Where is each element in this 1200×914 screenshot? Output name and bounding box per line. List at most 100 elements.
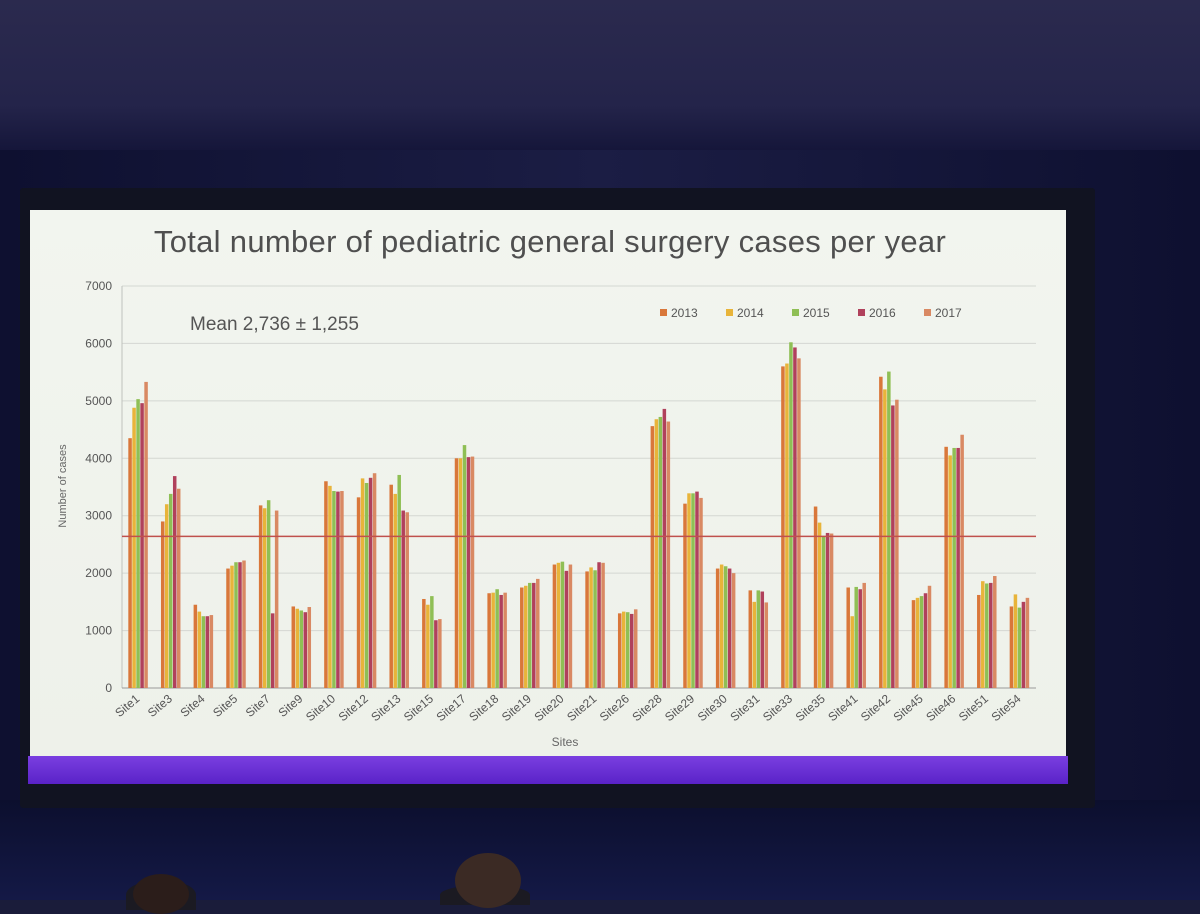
bar-site29-2017 (699, 497, 703, 688)
bar-site5-2013 (226, 568, 230, 688)
bar-site29-2015 (691, 493, 695, 688)
bar-site54-2016 (1021, 601, 1026, 688)
bar-site45-2016 (923, 593, 928, 688)
bar-site21-2016 (597, 562, 601, 688)
chart-title: Total number of pediatric general surger… (153, 224, 947, 259)
x-tick-label: Site33 (760, 691, 795, 724)
bar-site12-2014 (360, 478, 365, 688)
x-tick-label: Site3 (145, 691, 175, 720)
bar-site51-2013 (977, 594, 981, 688)
y-tick-label: 1000 (85, 624, 112, 638)
x-axis-title: Sites (552, 735, 579, 749)
bar-site9-2017 (307, 607, 312, 688)
bar-site29-2016 (695, 491, 699, 688)
bar-site9-2014 (295, 608, 300, 688)
x-tick-label: Site35 (793, 691, 828, 724)
bar-site18-2017 (503, 592, 507, 688)
bar-site45-2014 (915, 597, 920, 688)
bar-site4-2014 (197, 611, 202, 688)
bar-site54-2014 (1013, 594, 1018, 688)
bar-site28-2016 (662, 408, 667, 688)
bar-site20-2016 (564, 570, 569, 688)
x-tick-label: Site30 (695, 691, 730, 724)
x-tick-label: Site51 (956, 691, 991, 724)
x-tick-label: Site29 (662, 691, 697, 724)
bar-site51-2014 (981, 581, 985, 688)
bar-site12-2015 (364, 482, 369, 688)
bar-site51-2015 (985, 583, 989, 688)
y-tick-label: 0 (105, 681, 112, 695)
bar-site15-2013 (422, 598, 426, 688)
x-tick-label: Site41 (825, 691, 860, 724)
x-tick-label: Site20 (532, 691, 567, 724)
bar-site17-2014 (458, 458, 463, 688)
bar-site1-2014 (132, 407, 136, 688)
bar-site21-2014 (589, 567, 593, 688)
bar-site10-2014 (328, 485, 332, 688)
bar-site15-2014 (426, 604, 430, 688)
audience-head (133, 874, 189, 914)
bar-site5-2015 (234, 562, 238, 688)
bar-site33-2017 (797, 358, 801, 688)
x-tick-label: Site7 (243, 691, 273, 720)
bar-site26-2013 (617, 613, 622, 688)
x-tick-label: Site45 (891, 691, 926, 724)
bar-site45-2015 (919, 596, 924, 688)
y-tick-label: 5000 (85, 394, 112, 408)
y-tick-label: 2000 (85, 566, 112, 580)
legend-label-2013: 2013 (671, 306, 698, 320)
bar-site46-2017 (960, 434, 964, 688)
bar-site46-2015 (952, 447, 956, 688)
x-tick-label: Site18 (466, 691, 501, 724)
bar-site41-2016 (858, 589, 862, 688)
bar-site31-2013 (748, 590, 753, 688)
bar-site20-2015 (560, 561, 565, 688)
bar-site26-2016 (629, 613, 634, 688)
bar-site26-2017 (633, 609, 638, 688)
bar-site19-2016 (532, 582, 536, 688)
bar-site10-2017 (340, 491, 344, 688)
bar-site30-2013 (715, 568, 720, 688)
bar-site18-2015 (495, 589, 499, 688)
legend-label-2016: 2016 (869, 306, 896, 320)
bar-site54-2013 (1009, 606, 1014, 688)
bar-site4-2013 (193, 604, 198, 688)
bar-site30-2017 (731, 573, 736, 688)
bar-site20-2014 (556, 562, 561, 688)
bar-site17-2016 (466, 457, 471, 688)
legend-label-2015: 2015 (803, 306, 830, 320)
bar-site35-2016 (825, 532, 830, 688)
bar-site7-2015 (266, 500, 271, 688)
bar-site19-2013 (520, 587, 524, 688)
bar-site54-2015 (1017, 607, 1022, 688)
bar-site46-2016 (956, 447, 960, 688)
bar-site33-2013 (781, 366, 785, 688)
bar-site7-2016 (270, 613, 275, 688)
bar-site9-2013 (291, 606, 296, 688)
bar-site3-2013 (160, 521, 165, 688)
bar-site4-2015 (201, 616, 206, 688)
bar-site35-2014 (817, 522, 822, 688)
bar-site21-2017 (601, 562, 605, 688)
bar-site33-2015 (789, 342, 793, 688)
bar-site15-2015 (430, 596, 434, 688)
y-tick-label: 7000 (85, 279, 112, 293)
bar-site29-2014 (687, 493, 691, 688)
bar-site10-2016 (336, 491, 340, 688)
bar-site13-2017 (405, 512, 409, 688)
x-tick-label: Site28 (629, 691, 664, 724)
x-tick-label: Site31 (727, 691, 762, 724)
bar-site7-2014 (262, 508, 267, 688)
bar-site17-2017 (470, 456, 475, 688)
bar-site12-2017 (372, 473, 377, 688)
x-tick-label: Site42 (858, 691, 893, 724)
y-axis-title: Number of cases (57, 444, 69, 528)
x-tick-label: Site12 (336, 691, 371, 724)
bar-site15-2017 (438, 619, 442, 688)
x-tick-label: Site5 (210, 691, 240, 720)
legend-swatch-2015 (792, 309, 799, 316)
bar-site35-2017 (829, 533, 834, 688)
legend-swatch-2013 (660, 309, 667, 316)
bar-site9-2016 (303, 612, 308, 688)
bar-site5-2017 (242, 560, 246, 688)
